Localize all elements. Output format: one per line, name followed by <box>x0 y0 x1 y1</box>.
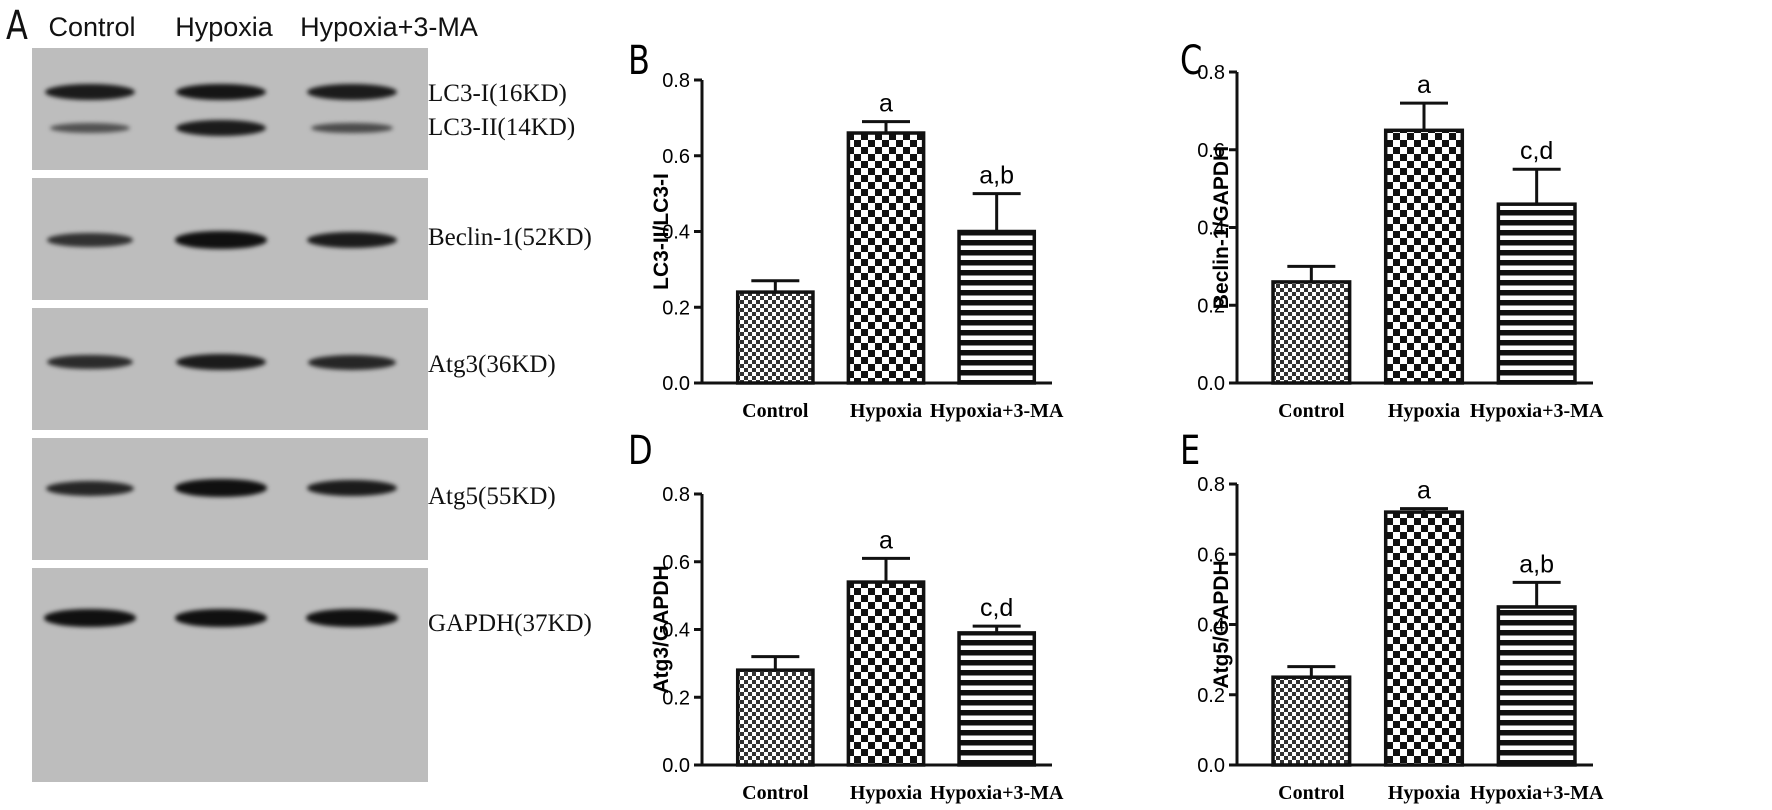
significance-label: a <box>879 526 893 554</box>
bar <box>957 631 1037 767</box>
bar <box>735 668 815 767</box>
y-tick-label: 0.2 <box>662 297 690 319</box>
y-axis-label: Atg3/GAPDH <box>650 565 673 693</box>
y-axis-label: LC3-II/LC3-I <box>650 173 673 290</box>
y-tick-label: 0.0 <box>1197 373 1225 395</box>
blot-band <box>49 122 131 134</box>
significance-label: a <box>879 90 893 118</box>
bar <box>957 229 1037 385</box>
western-blot <box>32 48 428 782</box>
bar <box>1271 280 1352 385</box>
band-label: Atg3(36KD) <box>428 351 556 378</box>
y-tick-label: 0.8 <box>1197 62 1225 84</box>
panel-letter-b: B <box>628 36 650 83</box>
lane-label-control: Control <box>48 12 136 42</box>
band-label: GAPDH(37KD) <box>428 610 592 637</box>
bar <box>1383 510 1465 767</box>
bar <box>1271 675 1352 767</box>
category-label: Hypoxia+3-MA <box>1470 782 1604 804</box>
category-label: Control <box>1278 400 1345 422</box>
band-label: LC3-I(16KD) <box>428 80 567 107</box>
blot-band <box>308 354 396 370</box>
blot-strip <box>32 568 428 782</box>
blot-band <box>311 122 393 134</box>
blot-strip <box>32 48 428 170</box>
y-tick-label: 0.6 <box>662 552 690 574</box>
y-tick-label: 0.4 <box>1197 218 1225 240</box>
y-tick-label: 0.6 <box>662 146 690 168</box>
blot-band <box>307 231 397 249</box>
blot-strip <box>32 178 428 300</box>
y-tick-label: 0.4 <box>662 620 690 642</box>
y-tick-label: 0.0 <box>662 755 690 777</box>
significance-label: c,d <box>1520 137 1553 165</box>
lane-label-hypoxia-3ma: Hypoxia+3-MA <box>300 12 478 42</box>
blot-band <box>46 480 134 496</box>
category-label: Hypoxia+3-MA <box>930 400 1064 422</box>
blot-band <box>175 609 267 627</box>
bar <box>735 290 815 385</box>
y-tick-label: 0.8 <box>662 484 690 506</box>
significance-label: c,d <box>980 594 1013 622</box>
blot-band <box>44 609 136 627</box>
lane-label-hypoxia: Hypoxia <box>175 12 273 42</box>
category-label: Hypoxia+3-MA <box>1470 400 1604 422</box>
blot-band <box>307 83 397 101</box>
y-tick-label: 0.2 <box>1197 685 1225 707</box>
y-axis-label: Atg5/GAPDH <box>1210 560 1233 688</box>
y-tick-label: 0.8 <box>662 70 690 92</box>
y-tick-label: 0.6 <box>1197 140 1225 162</box>
category-label: Control <box>1278 782 1345 804</box>
category-label: Hypoxia <box>1388 782 1460 804</box>
category-label: Hypoxia+3-MA <box>930 782 1064 804</box>
panel-letter-a: A <box>6 3 28 49</box>
panel-letter-d: D <box>628 426 653 473</box>
category-label: Control <box>742 400 809 422</box>
y-tick-label: 0.2 <box>662 687 690 709</box>
y-tick-label: 0.4 <box>1197 615 1225 637</box>
y-tick-label: 0.6 <box>1197 544 1225 566</box>
panel-letter-c: C <box>1180 36 1202 83</box>
significance-label: a,b <box>1519 550 1554 578</box>
y-tick-label: 0.0 <box>1197 755 1225 777</box>
band-label: LC3-II(14KD) <box>428 114 576 141</box>
blot-band <box>307 479 397 497</box>
blot-band <box>175 479 267 497</box>
band-label: Beclin-1(52KD) <box>428 224 592 251</box>
category-label: Hypoxia <box>850 782 922 804</box>
panel-letter-e: E <box>1180 426 1200 473</box>
bar <box>1496 605 1577 767</box>
blot-band <box>47 233 133 247</box>
significance-label: a,b <box>979 162 1014 190</box>
blot-band <box>306 609 398 627</box>
bar <box>846 580 926 767</box>
blot-band <box>175 231 267 249</box>
y-axis-label: Beclin-1/GAPDH <box>1210 146 1233 309</box>
significance-label: a <box>1417 477 1431 505</box>
band-label: Atg5(55KD) <box>428 483 556 510</box>
category-label: Control <box>742 782 809 804</box>
bar <box>1383 128 1465 385</box>
bar <box>1496 202 1577 385</box>
y-tick-label: 0.4 <box>662 222 690 244</box>
y-tick-label: 0.0 <box>662 373 690 395</box>
blot-band <box>46 354 134 370</box>
blot-band <box>176 119 266 137</box>
category-label: Hypoxia <box>1388 400 1460 422</box>
blot-strip <box>32 308 428 430</box>
bar <box>846 131 926 385</box>
blot-band <box>45 83 135 101</box>
significance-label: a <box>1417 71 1431 99</box>
blot-band <box>175 83 267 101</box>
category-label: Hypoxia <box>850 400 922 422</box>
y-tick-label: 0.8 <box>1197 474 1225 496</box>
blot-band <box>176 353 266 371</box>
blot-strip <box>32 438 428 560</box>
y-tick-label: 0.2 <box>1197 295 1225 317</box>
